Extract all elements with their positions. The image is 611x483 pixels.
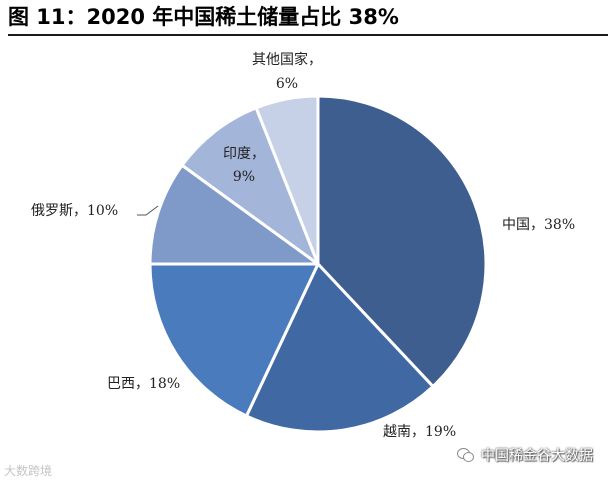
wechat-icon <box>457 447 475 463</box>
pie-slices <box>148 94 488 434</box>
watermark-left: 大数跨境 <box>4 462 52 479</box>
leader-line-4 <box>137 205 159 216</box>
pie-slice-3 <box>148 262 320 418</box>
pie-slice-4 <box>148 163 320 266</box>
slice-label-2: 越南，19% <box>383 424 456 440</box>
watermark-right: 中国稀金谷大数据 <box>457 445 593 465</box>
slice-label-4: 俄罗斯，10% <box>31 203 118 219</box>
leader-lines <box>137 205 159 216</box>
slice-label-1: 中国，38% <box>502 217 575 233</box>
slice-label-5: 印度， 9% <box>223 146 265 185</box>
slice-labels: 中国，38% 越南，19% 巴西，18% 俄罗斯，10% 印度， 9% 其他国家， 6% <box>31 51 575 440</box>
pie-slice-5 <box>180 106 320 266</box>
watermark-right-text: 中国稀金谷大数据 <box>481 448 593 464</box>
title-divider <box>8 34 608 36</box>
slice-label-6: 其他国家， 6% <box>252 51 322 92</box>
pie-slice-6 <box>254 94 320 266</box>
pie-slice-2 <box>244 262 435 434</box>
chart-title: 图 11：2020 年中国稀土储量占比 38% <box>8 5 399 29</box>
pie-slice-1 <box>316 94 488 388</box>
slice-label-3: 巴西，18% <box>107 376 180 392</box>
watermark-left-text: 大数跨境 <box>4 464 53 478</box>
